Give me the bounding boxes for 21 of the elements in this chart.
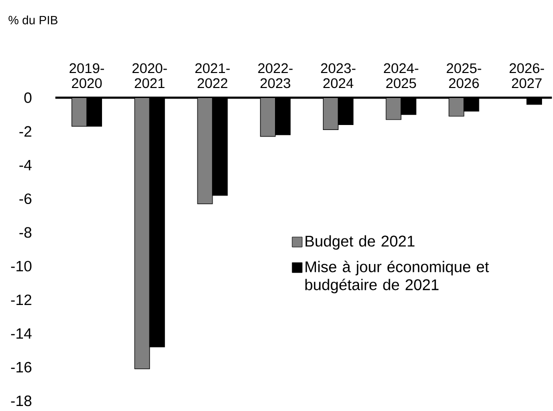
x-tick-label: 2019-2020 [70, 63, 104, 88]
x-tick-label: 2020-2021 [132, 63, 167, 88]
x-tick-label: 2025-2026 [446, 63, 482, 88]
x-tick-label: 2023-2024 [321, 63, 356, 88]
y-axis-title: % du PIB [8, 15, 58, 24]
y-tick-label: 0 [24, 92, 32, 103]
x-tick-label: 2021-2022 [195, 63, 230, 88]
legend-label: Budget de 2021 [306, 235, 414, 250]
legend-label: Mise à jour économique et budgétaire de 2021 [305, 260, 489, 294]
y-tick-label: -10 [11, 260, 32, 272]
x-tick-label: 2022-2023 [258, 63, 293, 88]
y-tick-label: -16 [11, 362, 32, 372]
x-tick-label: 2024-2025 [384, 63, 418, 88]
y-tick-label: -14 [11, 328, 32, 338]
y-tick-label: -8 [19, 227, 32, 238]
y-tick-label: -4 [19, 160, 32, 170]
y-tick-label: -6 [19, 193, 32, 204]
y-tick-label: -12 [11, 294, 32, 305]
x-tick-label: 2026-2027 [510, 63, 544, 88]
y-tick-label: -2 [19, 126, 32, 136]
y-tick-label: -18 [11, 395, 32, 406]
